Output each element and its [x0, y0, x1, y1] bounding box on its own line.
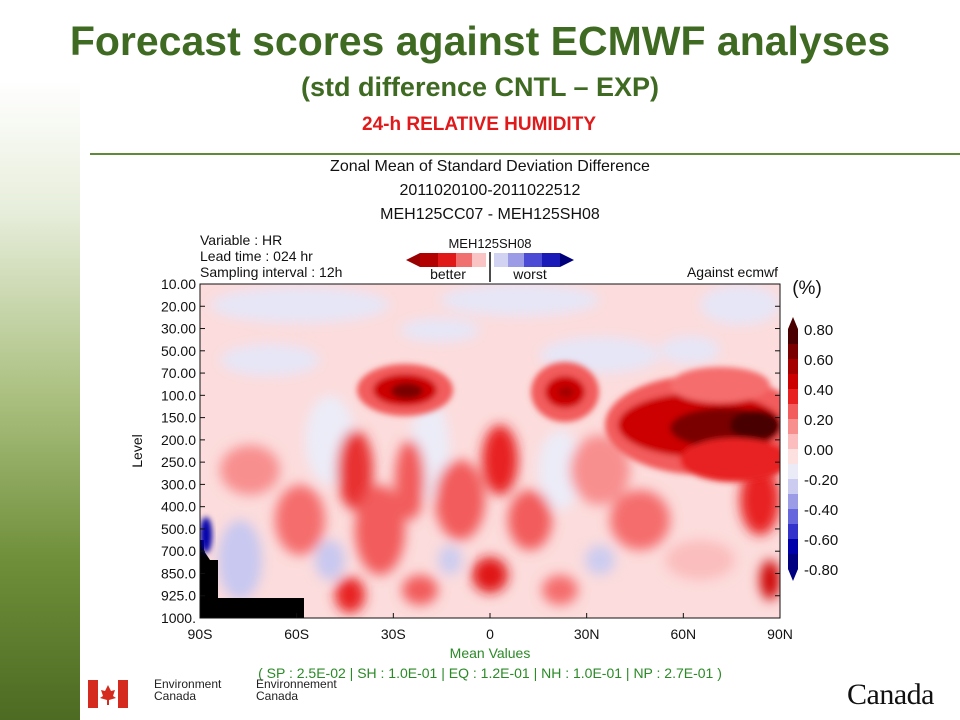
info-sampling: Sampling interval : 12h — [200, 264, 342, 280]
colorbar-level-label: -0.60 — [804, 532, 838, 549]
y-tick-label: 150.0 — [161, 410, 196, 426]
colorbar-swatch — [788, 374, 798, 390]
y-tick-label: 250.0 — [161, 454, 196, 470]
colorbar-swatch — [788, 554, 798, 570]
canada-wordmark: Canada — [847, 678, 934, 711]
y-tick-label: 20.00 — [161, 298, 196, 314]
plot-header: 24-h RELATIVE HUMIDITY — [362, 114, 596, 135]
colorbar-swatch — [788, 329, 798, 345]
x-tick-label: 90S — [188, 626, 213, 642]
worst-label: worst — [512, 266, 547, 282]
colorbar-swatch — [788, 464, 798, 480]
colorbar-swatch — [788, 434, 798, 450]
scale-label: MEH125SH08 — [448, 236, 531, 251]
colorbar-level-label: 0.00 — [804, 442, 833, 459]
y-tick-label: 400.0 — [161, 499, 196, 515]
colorbar-level-label: 0.60 — [804, 352, 833, 369]
better-worst-scale — [406, 252, 574, 282]
colorbar: 0.80 0.60 0.40 0.20 0.00 -0.20 -0.40 -0.60 -0.80 — [788, 317, 838, 581]
slide-title: Forecast scores against ECMWF analyses — [69, 18, 891, 64]
colorbar-swatch — [788, 494, 798, 510]
heatmap-field — [200, 284, 780, 618]
colorbar-swatch — [788, 479, 798, 495]
colorbar-level-label: 0.80 — [804, 322, 833, 339]
dept-name-fr: Environnement Canada — [256, 677, 337, 703]
y-tick-label: 100.0 — [161, 387, 196, 403]
colorbar-level-label: -0.80 — [804, 562, 838, 579]
x-tick-label: 30N — [574, 626, 600, 642]
against-label: Against ecmwf — [687, 264, 778, 280]
green-side-bar — [0, 80, 80, 720]
y-tick-label: 700.0 — [161, 543, 196, 559]
slide-subtitle: (std difference CNTL – EXP) — [300, 72, 660, 102]
x-tick-label: 0 — [486, 626, 494, 642]
colorbar-swatch — [788, 344, 798, 360]
y-tick-label: 300.0 — [161, 476, 196, 492]
x-axis: 90S 60S 30S 0 30N 60N 90N — [188, 613, 793, 642]
colorbar-swatch — [788, 539, 798, 555]
colorbar-bottom-arrow — [788, 569, 798, 581]
x-tick-label: 60N — [670, 626, 696, 642]
colorbar-level-label: 0.40 — [804, 382, 833, 399]
colorbar-level-label: -0.20 — [804, 472, 838, 489]
canada-flag-icon — [88, 680, 128, 708]
colorbar-swatch — [788, 524, 798, 540]
colorbar-top-arrow — [788, 317, 798, 329]
upper-troposphere-maxima — [357, 362, 780, 482]
dept-name-en: Environment Canada — [154, 677, 222, 703]
y-tick-label: 925.0 — [161, 588, 196, 604]
x-tick-label: 30S — [381, 626, 406, 642]
troposphere-pattern — [218, 395, 780, 613]
plot-experiments: MEH125CC07 - MEH125SH08 — [380, 206, 600, 223]
colorbar-swatch — [788, 449, 798, 465]
y-tick-label: 10.00 — [161, 276, 196, 292]
colorbar-swatch — [788, 404, 798, 420]
footer-logos: Environment Canada Environnement Canada Ca… — [88, 677, 960, 711]
x-tick-label: 60S — [284, 626, 309, 642]
y-tick-label: 200.0 — [161, 432, 196, 448]
better-label: better — [430, 266, 466, 282]
y-tick-label: 1000. — [161, 610, 196, 626]
header-divider — [90, 153, 960, 155]
x-tick-label: 90N — [767, 626, 793, 642]
units-label: (%) — [792, 278, 822, 299]
colorbar-swatch — [788, 389, 798, 405]
info-lead-time: Lead time : 024 hr — [200, 248, 313, 264]
plot-title-line: Zonal Mean of Standard Deviation Differe… — [330, 158, 650, 175]
y-tick-label: 70.00 — [161, 365, 196, 381]
colorbar-swatch — [788, 359, 798, 375]
colorbar-swatch — [788, 509, 798, 525]
y-axis-label: Level — [129, 434, 145, 467]
info-variable: Variable : HR — [200, 232, 282, 248]
mean-values-text: ( SP : 2.5E-02 | SH : 1.0E-01 | EQ : 1.2… — [258, 665, 722, 681]
plot-date-range: 2011020100-2011022512 — [400, 182, 581, 199]
y-tick-label: 50.00 — [161, 343, 196, 359]
stratosphere-pattern — [210, 284, 780, 376]
colorbar-level-label: 0.20 — [804, 412, 833, 429]
colorbar-swatch — [788, 419, 798, 435]
colorbar-level-label: -0.40 — [804, 502, 838, 519]
y-tick-label: 850.0 — [161, 565, 196, 581]
mean-values-label: Mean Values — [450, 645, 531, 661]
y-axis: 10.00 20.00 30.00 50.00 70.00 100.0 150.0 200.0… — [161, 276, 780, 626]
y-tick-label: 30.00 — [161, 321, 196, 337]
y-tick-label: 500.0 — [161, 521, 196, 537]
